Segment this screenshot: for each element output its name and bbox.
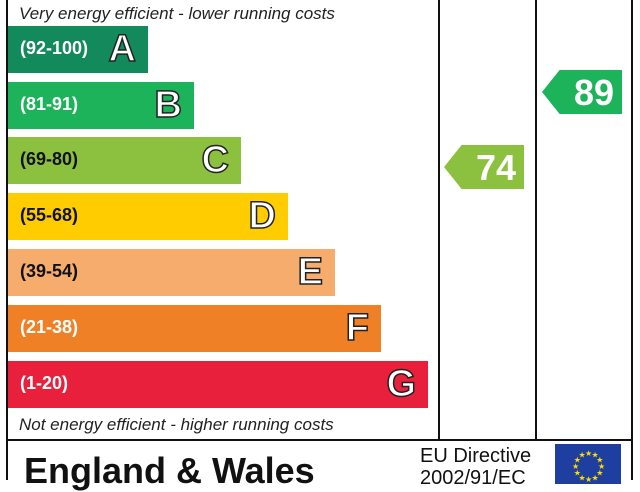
star-icon: ★ (596, 469, 603, 478)
column-divider-potential (535, 0, 537, 440)
eu-directive: EU Directive 2002/91/EC (420, 445, 531, 489)
band-letter: F (345, 306, 370, 350)
directive-line2: 2002/91/EC (420, 467, 526, 489)
star-icon: ★ (585, 449, 592, 458)
potential-rating-value: 89 (573, 72, 614, 113)
band-g: (1-20) G (8, 361, 428, 408)
footer-divider (6, 439, 633, 441)
star-icon: ★ (572, 462, 579, 471)
star-icon: ★ (579, 473, 586, 482)
potential-rating-arrow: 89 (542, 70, 622, 114)
region-label: England & Wales (24, 450, 315, 491)
star-icon: ★ (596, 456, 603, 465)
band-range: (39-54) (20, 261, 79, 281)
border-left (6, 0, 8, 480)
band-letter: B (154, 83, 183, 127)
star-icon: ★ (574, 469, 581, 478)
band-d: (55-68) D (8, 193, 288, 240)
bottom-caption: Not energy efficient - higher running co… (19, 415, 334, 434)
star-icon: ★ (574, 456, 581, 465)
star-icon: ★ (579, 451, 586, 460)
band-letter: E (297, 250, 324, 294)
top-caption: Very energy efficient - lower running co… (19, 4, 335, 23)
band-range: (92-100) (20, 38, 89, 58)
band-range: (1-20) (20, 373, 69, 393)
band-range: (81-91) (20, 94, 79, 114)
band-letter: C (201, 138, 230, 182)
band-range: (55-68) (20, 205, 79, 225)
current-rating-arrow: 74 (444, 145, 524, 189)
star-icon: ★ (598, 462, 605, 471)
band-b: (81-91) B (8, 82, 194, 129)
band-letter: D (248, 194, 277, 238)
band-c: (69-80) C (8, 137, 241, 184)
eu-flag-icon: ★ ★ ★ ★ ★ ★ ★ ★ ★ ★ ★ ★ (555, 444, 621, 484)
band-letter: A (108, 27, 137, 71)
band-f: (21-38) F (8, 305, 381, 352)
current-rating-value: 74 (475, 147, 516, 188)
band-range: (21-38) (20, 317, 79, 337)
column-divider-current (438, 0, 440, 440)
band-a: (92-100) A (8, 26, 148, 73)
directive-line1: EU Directive (420, 445, 532, 467)
band-letter: G (386, 362, 417, 406)
border-right (631, 0, 633, 480)
band-e: (39-54) E (8, 249, 335, 296)
star-icon: ★ (592, 473, 599, 482)
band-range: (69-80) (20, 149, 79, 169)
star-icon: ★ (592, 451, 599, 460)
